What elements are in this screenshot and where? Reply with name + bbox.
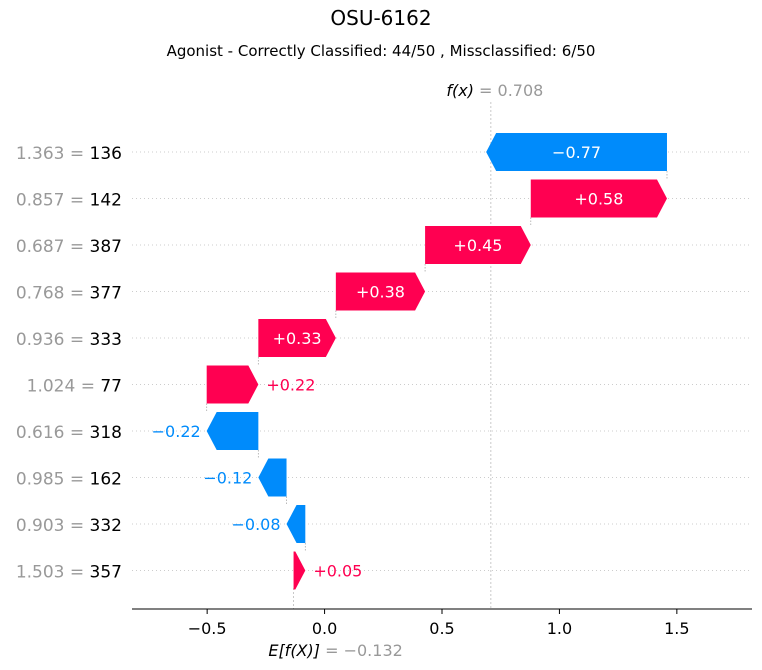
x-tick-label: 0.5 — [429, 619, 454, 638]
x-tick-label: 1.5 — [664, 619, 689, 638]
feature-label: 1.363 = 136 — [16, 144, 122, 164]
feature-name: 332 — [90, 516, 122, 536]
chart-title: OSU-6162 — [330, 6, 432, 30]
feature-label: 1.503 = 357 — [16, 563, 122, 583]
bar-332 — [286, 505, 306, 543]
bar-142 — [530, 179, 667, 218]
feature-name: 387 — [90, 237, 122, 257]
feature-name: 142 — [90, 191, 122, 211]
feature-name: 136 — [90, 144, 122, 164]
feature-label: 0.687 = 387 — [16, 237, 122, 257]
feature-value: 1.503 = — [16, 563, 90, 583]
feature-name: 318 — [90, 423, 122, 443]
x-tick-label: −0.5 — [188, 619, 227, 638]
bar-77 — [206, 365, 259, 404]
bar-value-label: +0.58 — [574, 190, 623, 209]
feature-name: 162 — [90, 470, 122, 490]
feature-label: 1.024 = 77 — [27, 377, 122, 397]
efx-value: = −0.132 — [325, 641, 403, 660]
chart-subtitle: Agonist - Correctly Classified: 44/50 , … — [166, 42, 596, 60]
bar-value-label: −0.22 — [152, 422, 201, 441]
feature-value: 0.857 = — [16, 191, 90, 211]
feature-name: 357 — [90, 563, 122, 583]
feature-label: 0.903 = 332 — [16, 516, 122, 536]
feature-name: 377 — [90, 284, 122, 304]
fx-value: = 0.708 — [479, 81, 543, 100]
x-tick-label: 1.0 — [547, 619, 572, 638]
fx-symbol: f(x) — [446, 81, 479, 100]
fx-label: f(x) = 0.708 — [446, 81, 543, 100]
bar-162 — [258, 458, 287, 497]
feature-label: 0.768 = 377 — [16, 284, 122, 304]
bar-333 — [258, 319, 336, 357]
bar-377 — [335, 272, 426, 311]
bar-318 — [206, 412, 259, 450]
feature-value: 0.985 = — [16, 470, 90, 490]
bar-value-label: +0.33 — [273, 329, 322, 348]
bar-value-label: +0.22 — [266, 376, 315, 395]
feature-label: 0.857 = 142 — [16, 191, 122, 211]
feature-name: 77 — [100, 377, 122, 397]
feature-value: 0.616 = — [16, 423, 90, 443]
feature-label: 0.936 = 333 — [16, 330, 122, 350]
feature-value: 0.768 = — [16, 284, 90, 304]
efx-symbol: E[f(X)] — [268, 641, 325, 660]
bar-387 — [425, 226, 531, 264]
feature-name: 333 — [90, 330, 122, 350]
bar-value-label: −0.12 — [203, 469, 252, 488]
bar-136 — [486, 133, 667, 171]
feature-value: 0.687 = — [16, 237, 90, 257]
feature-label: 0.985 = 162 — [16, 470, 122, 490]
bar-value-label: −0.08 — [231, 515, 280, 534]
bar-value-label: +0.38 — [356, 283, 405, 302]
feature-value: 0.936 = — [16, 330, 90, 350]
bar-357 — [293, 551, 306, 590]
feature-value: 1.363 = — [16, 144, 90, 164]
x-tick-label: 0.0 — [312, 619, 337, 638]
feature-value: 0.903 = — [16, 516, 90, 536]
bar-value-label: +0.05 — [313, 562, 362, 581]
bar-value-label: −0.77 — [552, 143, 601, 162]
feature-label: 0.616 = 318 — [16, 423, 122, 443]
bar-value-label: +0.45 — [453, 236, 502, 255]
efx-label: E[f(X)] = −0.132 — [268, 641, 402, 660]
feature-value: 1.024 = — [27, 377, 101, 397]
